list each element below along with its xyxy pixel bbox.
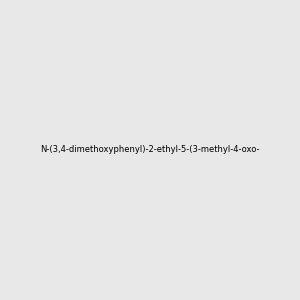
- Text: N-(3,4-dimethoxyphenyl)-2-ethyl-5-(3-methyl-4-oxo-: N-(3,4-dimethoxyphenyl)-2-ethyl-5-(3-met…: [40, 146, 260, 154]
